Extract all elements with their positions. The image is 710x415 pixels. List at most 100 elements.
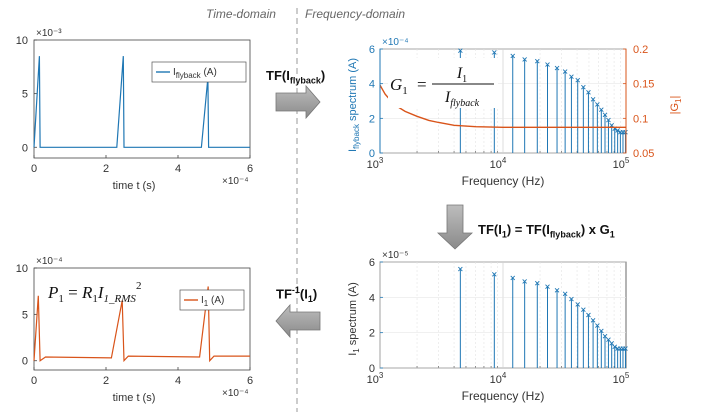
p1-power: 2 — [136, 280, 142, 292]
spectrum-marker — [458, 266, 463, 272]
x-tick-exponent: 4 — [502, 156, 507, 165]
legend-label-main: I — [201, 295, 204, 306]
frequency-domain-label: Frequency-domain — [305, 7, 406, 21]
p1-r-sub: 1 — [92, 293, 98, 305]
spectrum-marker — [554, 65, 560, 71]
y-tick-label: 0 — [22, 356, 28, 368]
x-tick-base: 10 — [367, 374, 379, 386]
p1-lhs-sub: 1 — [58, 293, 64, 305]
series-line — [33, 286, 250, 363]
y-tick-label: 0 — [22, 142, 28, 154]
spectrum-marker — [586, 312, 591, 318]
g1-lhs-main: G — [390, 75, 402, 94]
x-tick-base: 10 — [490, 374, 502, 386]
y-tick-label: 0 — [369, 363, 375, 375]
spectrum-marker — [562, 69, 568, 74]
g1-denominator: Iflyback — [444, 89, 480, 109]
spectrum-marker — [606, 117, 611, 123]
y-axis-label-rest: spectrum (A) — [347, 58, 359, 124]
p1-equals: = — [64, 283, 82, 302]
y-tick-label: 10 — [16, 35, 28, 47]
spectrum-marker — [554, 287, 560, 293]
x-tick-label: 0 — [31, 163, 37, 175]
x-tick-label: 103 — [367, 156, 384, 171]
y2-tick-label: 0.2 — [633, 44, 648, 56]
spectrum-marker — [458, 48, 463, 54]
y2-axis-label-sub: 1 — [674, 98, 683, 103]
x-tick-label: 103 — [367, 371, 384, 386]
p1-r: R — [81, 283, 93, 302]
spectrum-marker — [599, 107, 604, 112]
spectrum-marker — [534, 280, 540, 286]
y-tick-label: 4 — [369, 292, 375, 304]
y-axis-label-main: I — [347, 149, 359, 152]
x-tick-label: 4 — [175, 163, 181, 175]
spectrum-marker — [581, 307, 586, 313]
x-tick-label: 6 — [247, 375, 253, 387]
inverse-transform-label: TF-1(I1) — [276, 285, 318, 304]
legend-label-sub: 1 — [204, 299, 209, 308]
x-axis-label: Frequency (Hz) — [462, 389, 545, 403]
spectrum-marker — [595, 323, 600, 328]
x-tick-exponent: 3 — [379, 156, 384, 165]
spectrum-marker — [615, 128, 620, 133]
spectrum-marker — [623, 346, 628, 351]
y-axis-label-sub: 1 — [352, 348, 361, 353]
p1-i-sub: 1_RMS — [104, 293, 137, 305]
series-line — [33, 56, 250, 148]
y-tick-label: 2 — [369, 328, 375, 340]
spectrum-marker — [590, 96, 596, 102]
inverse-arrow — [275, 303, 321, 339]
x-tick-base: 10 — [490, 159, 502, 171]
x-exponent-label: ×10⁻⁴ — [222, 388, 249, 399]
x-tick-exponent: 5 — [625, 156, 630, 165]
x-tick-exponent: 4 — [502, 371, 507, 380]
p1-formula: P1 = R1I1_RMS2 — [47, 280, 141, 305]
legend-label-main: I — [173, 67, 176, 78]
x-axis-label: Frequency (Hz) — [462, 174, 545, 188]
spectrum-marker — [545, 284, 550, 290]
spectrum-marker — [492, 50, 497, 55]
spectrum-marker — [492, 272, 497, 277]
y-tick-label: 5 — [22, 89, 28, 101]
time-domain-label: Time-domain — [206, 7, 276, 21]
g1-numerator: I1 — [456, 65, 467, 85]
spectrum-marker — [562, 291, 568, 297]
y-exponent-label: ×10⁻⁴ — [382, 37, 409, 48]
spectrum-marker — [534, 58, 540, 64]
y-axis-label: Iflyback spectrum (A) — [347, 58, 361, 152]
y-axis-label: I1 spectrum (A) — [347, 282, 361, 356]
i1-time-frame — [33, 267, 251, 371]
g1-num-main: I — [456, 65, 463, 82]
y-tick-label: 0 — [369, 148, 375, 160]
y-axis-label-main: I — [347, 353, 359, 356]
spectrum-marker — [522, 279, 527, 284]
y-exponent-label: ×10⁻⁴ — [36, 256, 63, 267]
x-tick-label: 104 — [490, 156, 507, 171]
x-tick-label: 0 — [31, 375, 37, 387]
x-tick-label: 2 — [103, 163, 109, 175]
forward-transform-label: TF(Iflyback) — [266, 68, 326, 86]
p1-lhs: P — [47, 283, 58, 302]
y-exponent-label: ×10⁻³ — [36, 28, 62, 39]
x-tick-label: 4 — [175, 375, 181, 387]
g1-formula-lhs: G1 — [390, 75, 408, 97]
legend-unit: (A) — [201, 67, 217, 78]
y-axis-label-sub: flyback — [352, 123, 361, 149]
spectrum-marker — [569, 74, 574, 80]
spectrum-marker — [606, 337, 611, 343]
spectrum-marker — [575, 302, 581, 307]
g1-den-main: I — [444, 89, 451, 106]
forward-arrow — [275, 84, 321, 120]
legend-box — [179, 289, 245, 311]
spectrum-marker — [545, 62, 550, 67]
x-tick-exponent: 3 — [379, 371, 384, 380]
x-tick-exponent: 5 — [625, 371, 630, 380]
g1-equals: = — [417, 75, 427, 94]
flyback-time-frame — [33, 39, 251, 159]
g1-lhs-sub: 1 — [402, 85, 408, 97]
y-tick-label: 5 — [22, 309, 28, 321]
spectrum-marker — [522, 57, 527, 62]
legend-label: Iflyback (A) — [173, 67, 217, 80]
spectrum-marker — [623, 129, 628, 135]
